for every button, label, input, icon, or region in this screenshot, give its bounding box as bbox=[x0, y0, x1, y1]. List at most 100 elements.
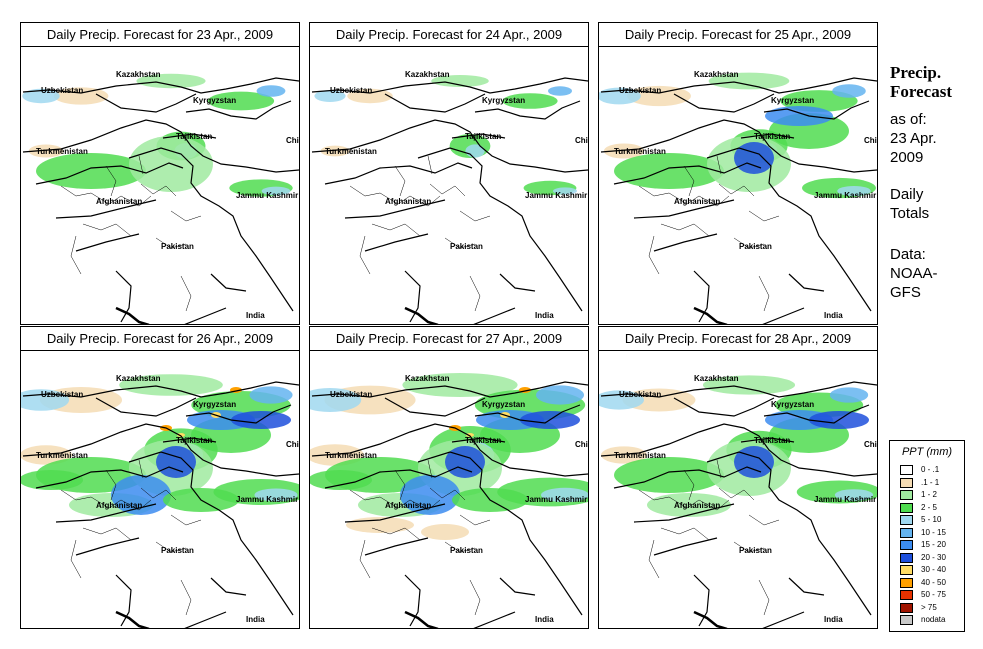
map-label: Turkmenistan bbox=[325, 451, 377, 460]
precip-area bbox=[708, 72, 790, 90]
precip-map-svg: Kazakhstan Uzbekistan Kyrgyzstan Tajikistan… bbox=[22, 70, 299, 324]
forecast-panel: Daily Precip. Forecast for 23 Apr., 2009… bbox=[20, 22, 300, 325]
legend-label: 1 - 2 bbox=[921, 490, 938, 499]
precip-area bbox=[837, 185, 871, 197]
precip-area bbox=[28, 144, 64, 158]
precip-area bbox=[249, 386, 293, 404]
map-label: Tajikistan bbox=[176, 436, 212, 445]
map-label: Kyrgyzstan bbox=[193, 96, 236, 105]
map-label: Kyrgyzstan bbox=[193, 400, 236, 409]
precip-area bbox=[502, 93, 558, 109]
map-label: Turkmenistan bbox=[614, 451, 666, 460]
map-label: Uzbekistan bbox=[41, 86, 83, 95]
legend-swatch bbox=[900, 515, 913, 525]
precip-area bbox=[119, 374, 223, 396]
precip-map: Kazakhstan Uzbekistan Kyrgyzstan Tajikistan… bbox=[21, 350, 299, 628]
map-label: Kazakhstan bbox=[694, 374, 739, 383]
data-line3: GFS bbox=[890, 284, 921, 301]
legend-swatch bbox=[900, 540, 913, 550]
precip-area bbox=[536, 385, 584, 405]
side-title: Precip. Forecast bbox=[890, 63, 952, 101]
precip-map-svg: Kazakhstan Uzbekistan Kyrgyzstan Tajikistan… bbox=[21, 374, 299, 628]
map-label: India bbox=[535, 311, 554, 320]
map-label: India bbox=[535, 615, 554, 624]
map-label: Kazakhstan bbox=[405, 374, 450, 383]
precip-area bbox=[254, 488, 298, 502]
map-label: Turkmenistan bbox=[614, 147, 666, 156]
country-borders bbox=[311, 381, 588, 628]
country-borders bbox=[22, 381, 299, 628]
panel-title: Daily Precip. Forecast for 26 Apr., 2009 bbox=[21, 327, 299, 351]
precip-area bbox=[207, 91, 275, 111]
precip-area bbox=[445, 446, 485, 478]
forecast-panel: Daily Precip. Forecast for 24 Apr., 2009… bbox=[309, 22, 589, 325]
map-label: Afghanistan bbox=[96, 197, 142, 206]
map-label: Jammu Kashmir bbox=[236, 495, 298, 504]
map-label: Pakistan bbox=[739, 546, 772, 555]
precip-area bbox=[465, 144, 485, 158]
legend-label: 40 - 50 bbox=[921, 577, 946, 587]
precip-area bbox=[553, 187, 577, 195]
map-label: Tajikistan bbox=[754, 436, 790, 445]
precip-map: Kazakhstan Uzbekistan Kyrgyzstan Tajikistan… bbox=[310, 350, 588, 628]
forecast-panel: Daily Precip. Forecast for 27 Apr., 2009… bbox=[309, 326, 589, 629]
panel-title: Daily Precip. Forecast for 23 Apr., 2009 bbox=[21, 23, 299, 47]
legend-swatch bbox=[900, 527, 913, 538]
precip-area bbox=[829, 387, 869, 403]
province-borders bbox=[638, 459, 780, 616]
precip-area bbox=[832, 84, 866, 98]
precip-area bbox=[256, 85, 286, 97]
precip-area bbox=[310, 470, 372, 490]
ppt-legend: PPT (mm) 0 - .1 .1 - 1 1 - 2 2 - 5 5 - 10 10 … bbox=[889, 440, 965, 632]
forecast-panel: Daily Precip. Forecast for 26 Apr., 2009… bbox=[20, 326, 300, 629]
legend-label: 10 - 15 bbox=[921, 527, 946, 537]
map-label: Uzbekistan bbox=[619, 390, 661, 399]
map-label: Jammu Kashmir bbox=[236, 191, 298, 200]
province-borders bbox=[60, 155, 202, 312]
forecast-panel: Daily Precip. Forecast for 25 Apr., 2009… bbox=[598, 22, 878, 325]
precip-area bbox=[431, 75, 489, 87]
map-label: China bbox=[286, 440, 299, 449]
precip-area bbox=[603, 143, 645, 159]
legend-swatch bbox=[900, 490, 913, 500]
precip-map-svg: Kazakhstan Uzbekistan Kyrgyzstan Tajikistan… bbox=[310, 373, 588, 628]
panel-title: Daily Precip. Forecast for 24 Apr., 2009 bbox=[310, 23, 588, 47]
precip-area bbox=[21, 470, 83, 490]
precip-area bbox=[734, 446, 774, 478]
coastline bbox=[115, 610, 150, 628]
map-label: China bbox=[575, 440, 588, 449]
legend-label: 0 - .1 bbox=[921, 465, 940, 474]
legend-swatch bbox=[900, 465, 913, 475]
data-line2: NOAA- bbox=[890, 265, 938, 282]
map-label: Uzbekistan bbox=[330, 86, 372, 95]
coastline bbox=[404, 610, 439, 628]
precip-area bbox=[614, 153, 724, 189]
precip-area bbox=[622, 388, 696, 412]
data-line1: Data: bbox=[890, 246, 926, 263]
precip-area bbox=[111, 475, 171, 515]
map-label: Afghanistan bbox=[674, 197, 720, 206]
legend-swatch bbox=[900, 577, 913, 588]
precip-map: Kazakhstan Uzbekistan Kyrgyzstan Tajikistan… bbox=[599, 350, 877, 628]
map-label: Pakistan bbox=[739, 242, 772, 251]
map-label: Jammu Kashmir bbox=[525, 495, 587, 504]
precip-map: Kazakhstan Uzbekistan Kyrgyzstan Tajikistan… bbox=[310, 46, 588, 324]
province-borders bbox=[349, 459, 491, 616]
map-label: Kazakhstan bbox=[116, 70, 161, 79]
daily-totals-text: Daily Totals bbox=[890, 185, 929, 223]
map-label: Kazakhstan bbox=[116, 374, 161, 383]
daily-line1: Daily bbox=[890, 186, 924, 203]
precip-area bbox=[600, 446, 648, 464]
map-label: India bbox=[824, 615, 843, 624]
precip-map: Kazakhstan Uzbekistan Kyrgyzstan Tajikistan… bbox=[599, 46, 877, 324]
legend-label: 5 - 10 bbox=[921, 515, 942, 524]
map-label: China bbox=[864, 136, 877, 145]
precip-area bbox=[734, 142, 774, 174]
precip-area bbox=[261, 186, 291, 196]
data-source-text: Data: NOAA- GFS bbox=[890, 245, 938, 302]
panel-title: Daily Precip. Forecast for 25 Apr., 2009 bbox=[599, 23, 877, 47]
country-borders bbox=[600, 381, 877, 628]
precip-area bbox=[541, 487, 588, 503]
map-label: Jammu Kashmir bbox=[814, 495, 876, 504]
as-of-text: as of: 23 Apr. 2009 bbox=[890, 110, 937, 167]
